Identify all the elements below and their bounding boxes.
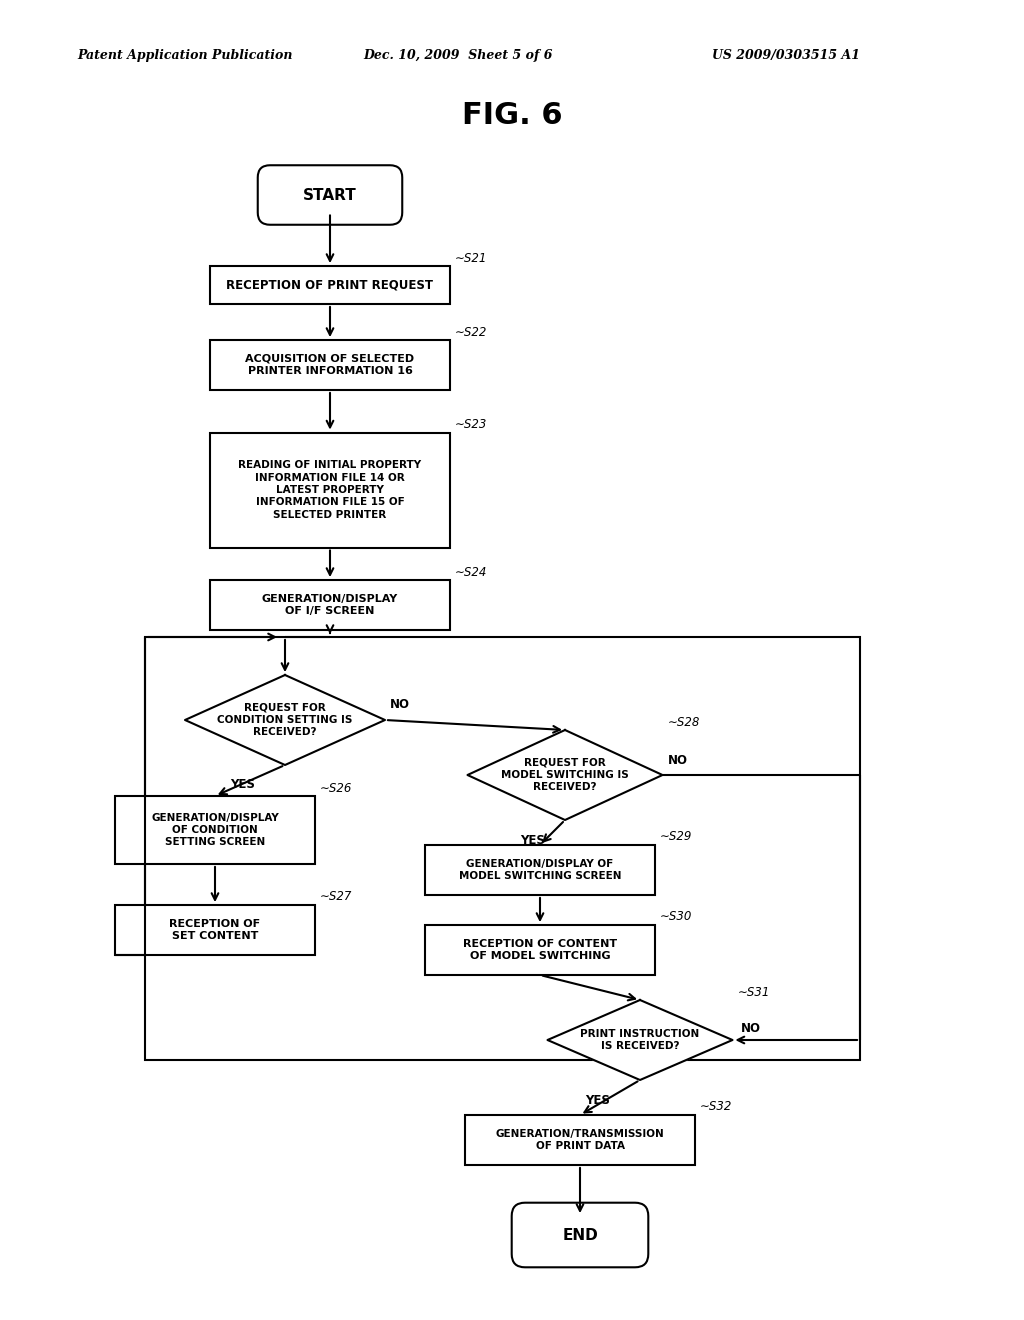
Text: GENERATION/TRANSMISSION
OF PRINT DATA: GENERATION/TRANSMISSION OF PRINT DATA <box>496 1129 665 1151</box>
FancyBboxPatch shape <box>512 1203 648 1267</box>
Text: GENERATION/DISPLAY OF
MODEL SWITCHING SCREEN: GENERATION/DISPLAY OF MODEL SWITCHING SC… <box>459 859 622 882</box>
Text: RECEPTION OF CONTENT
OF MODEL SWITCHING: RECEPTION OF CONTENT OF MODEL SWITCHING <box>463 939 617 961</box>
Text: ∼S32: ∼S32 <box>700 1101 732 1114</box>
Text: NO: NO <box>390 698 410 711</box>
FancyBboxPatch shape <box>258 165 402 224</box>
Text: YES: YES <box>585 1093 610 1106</box>
Text: RECEPTION OF PRINT REQUEST: RECEPTION OF PRINT REQUEST <box>226 279 433 292</box>
Text: ∼S23: ∼S23 <box>455 418 487 432</box>
Bar <box>210 579 450 630</box>
Text: ACQUISITION OF SELECTED
PRINTER INFORMATION 16: ACQUISITION OF SELECTED PRINTER INFORMAT… <box>246 354 415 376</box>
Text: ∼S21: ∼S21 <box>455 252 487 264</box>
Text: NO: NO <box>668 754 687 767</box>
Text: ∼S22: ∼S22 <box>455 326 487 338</box>
Text: END: END <box>562 1228 598 1242</box>
Text: ∼S24: ∼S24 <box>455 565 487 578</box>
Text: START: START <box>303 187 357 202</box>
Bar <box>210 267 450 304</box>
Polygon shape <box>185 675 385 766</box>
Text: FIG. 6: FIG. 6 <box>462 100 562 129</box>
Text: YES: YES <box>520 833 545 846</box>
Text: PRINT INSTRUCTION
IS RECEIVED?: PRINT INSTRUCTION IS RECEIVED? <box>581 1028 699 1051</box>
Text: ∼S31: ∼S31 <box>737 986 770 998</box>
Text: ∼S27: ∼S27 <box>319 891 352 903</box>
Text: NO: NO <box>740 1022 761 1035</box>
Text: YES: YES <box>230 779 255 792</box>
Text: ∼S29: ∼S29 <box>660 830 692 843</box>
Bar <box>465 1115 695 1166</box>
Bar <box>425 845 655 895</box>
Text: GENERATION/DISPLAY
OF I/F SCREEN: GENERATION/DISPLAY OF I/F SCREEN <box>262 594 398 616</box>
Text: ∼S26: ∼S26 <box>319 781 352 795</box>
Text: READING OF INITIAL PROPERTY
INFORMATION FILE 14 OR
LATEST PROPERTY
INFORMATION F: READING OF INITIAL PROPERTY INFORMATION … <box>239 461 422 520</box>
Text: REQUEST FOR
MODEL SWITCHING IS
RECEIVED?: REQUEST FOR MODEL SWITCHING IS RECEIVED? <box>501 758 629 792</box>
Bar <box>210 341 450 389</box>
Bar <box>425 925 655 975</box>
Text: RECEPTION OF
SET CONTENT: RECEPTION OF SET CONTENT <box>169 919 260 941</box>
Text: GENERATION/DISPLAY
OF CONDITION
SETTING SCREEN: GENERATION/DISPLAY OF CONDITION SETTING … <box>152 813 279 847</box>
Bar <box>115 796 315 865</box>
Bar <box>210 433 450 548</box>
Text: ∼S28: ∼S28 <box>668 715 699 729</box>
Text: US 2009/0303515 A1: US 2009/0303515 A1 <box>712 49 860 62</box>
Polygon shape <box>548 1001 732 1080</box>
Bar <box>145 638 860 1060</box>
Text: REQUEST FOR
CONDITION SETTING IS
RECEIVED?: REQUEST FOR CONDITION SETTING IS RECEIVE… <box>217 702 352 738</box>
Text: ∼S30: ∼S30 <box>660 911 692 924</box>
Bar <box>115 906 315 954</box>
Text: Dec. 10, 2009  Sheet 5 of 6: Dec. 10, 2009 Sheet 5 of 6 <box>364 49 553 62</box>
Polygon shape <box>468 730 663 820</box>
Text: Patent Application Publication: Patent Application Publication <box>77 49 292 62</box>
